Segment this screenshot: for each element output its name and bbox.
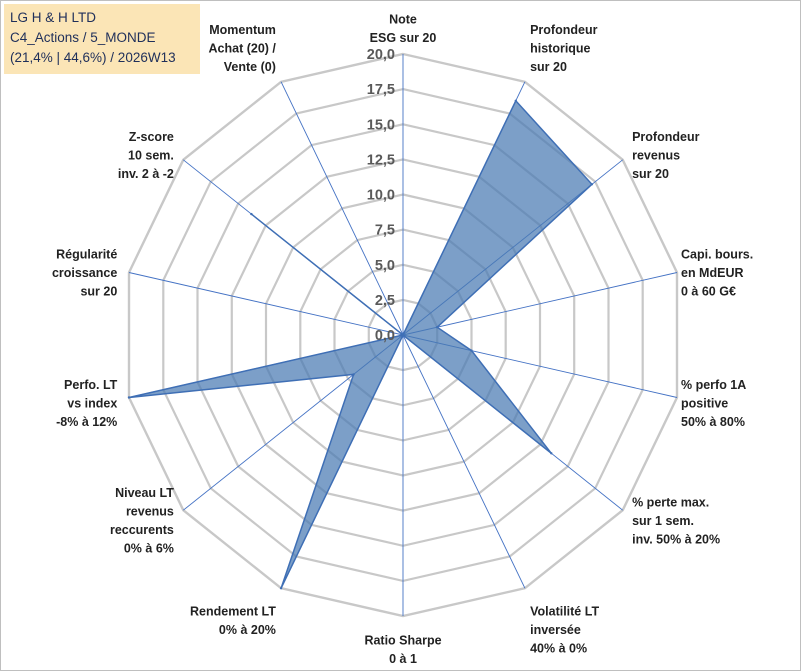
info-stats: (21,4% | 44,6%) / 2026W13: [10, 50, 176, 65]
axis-spoke-13: [280, 81, 404, 336]
axis-label-10: Perfo. LT vs index -8% à 12%: [56, 378, 118, 429]
axis-spoke-11: [128, 272, 404, 336]
data-point-5: [550, 452, 553, 455]
tick-label-3: 7,5: [375, 223, 395, 239]
axis-label-6: Volatilité LT inversée 40% à 0%: [530, 605, 599, 656]
tick-label-2: 5,0: [375, 258, 395, 274]
info-category: C4_Actions / 5_MONDE: [10, 30, 156, 45]
info-company-name: LG H & H LTD: [10, 10, 97, 25]
axis-spoke-3: [402, 272, 678, 336]
axis-label-9: Niveau LT revenus reccurents 0% à 6%: [110, 486, 174, 556]
tick-label-8: 20,0: [367, 47, 395, 63]
axis-label-1: Profondeur historique sur 20: [530, 23, 597, 74]
axis-label-11: Régularité croissance sur 20: [52, 248, 117, 299]
axis-label-8: Rendement LT 0% à 20%: [190, 605, 276, 638]
axis-label-2: Profondeur revenus sur 20: [632, 130, 699, 181]
tick-label-0: 0,0: [375, 328, 395, 344]
axis-label-5: % perte max. sur 1 sem. inv. 50% à 20%: [632, 495, 720, 546]
data-point-8: [279, 587, 283, 590]
tick-label-4: 10,0: [367, 188, 395, 204]
data-point-3: [436, 326, 439, 329]
tick-label-5: 12,5: [367, 152, 395, 168]
data-point-12: [250, 212, 253, 216]
axis-label-3: Capi. bours. en MdEUR 0 à 60 G€: [681, 248, 753, 299]
data-point-4: [470, 349, 473, 352]
data-point-2: [590, 183, 594, 186]
axis-label-4: % perfo 1A positive 50% à 80%: [681, 378, 746, 429]
area-layer: [127, 99, 594, 590]
info-box: LG H & H LTD C4_Actions / 5_MONDE (21,4%…: [4, 4, 200, 74]
data-point-10: [127, 396, 131, 399]
axis-label-12: Z-score 10 sem. inv. 2 à -2: [118, 130, 174, 181]
tick-label-7: 17,5: [367, 82, 395, 98]
tick-label-6: 15,0: [367, 117, 395, 133]
axis-label-13: Momentum Achat (20) / Vente (0): [209, 23, 277, 74]
tick-label-1: 2,5: [375, 293, 395, 309]
tick-layer: 0,0 2,5 5,0 7,5 10,0 12,5 15,0 17,5 20,0: [367, 47, 395, 344]
data-point-13: [401, 333, 405, 337]
data-point-9: [352, 373, 355, 376]
data-point-1: [514, 99, 517, 103]
axis-spoke-6: [402, 334, 526, 589]
label-layer: Note ESG sur 20 Profondeur historique sur 20…: [52, 13, 753, 667]
axis-label-0: Note ESG sur 20: [370, 13, 437, 46]
axis-label-7: Ratio Sharpe 0 à 1: [364, 634, 441, 667]
